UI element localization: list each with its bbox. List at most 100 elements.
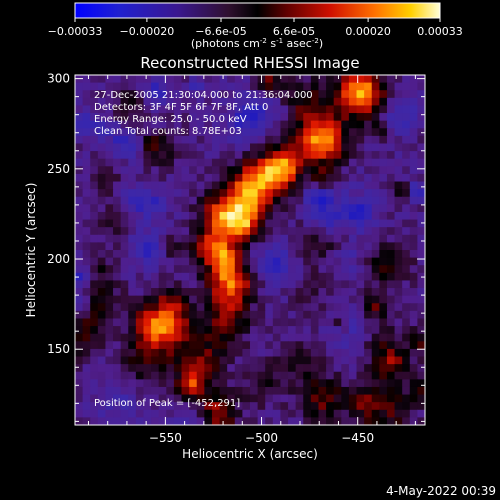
heatmap-cell (128, 242, 137, 251)
heatmap-cell (189, 402, 198, 411)
heatmap-cell (356, 272, 365, 282)
heatmap-cell (181, 364, 190, 373)
heatmap-cell (166, 409, 175, 418)
heatmap-cell (158, 143, 167, 152)
heatmap-cell (280, 265, 289, 274)
heatmap-cell (189, 386, 198, 396)
heatmap-cell (90, 90, 99, 99)
heatmap-cell (75, 242, 84, 251)
heatmap-cell (166, 379, 175, 388)
heatmap-cell (82, 371, 91, 380)
heatmap-cell (143, 173, 152, 183)
heatmap-cell (82, 341, 91, 350)
heatmap-cell (394, 280, 403, 289)
heatmap-cell (151, 303, 160, 312)
heatmap-cell (348, 394, 358, 403)
heatmap-cell (272, 379, 282, 388)
heatmap-cell (242, 189, 251, 198)
heatmap-cell (295, 158, 304, 167)
heatmap-cell (242, 257, 251, 266)
heatmap-cell (371, 97, 380, 107)
heatmap-cell (75, 295, 84, 304)
heatmap-cell (166, 166, 175, 175)
heatmap-cell (356, 326, 365, 335)
heatmap-cell (158, 135, 167, 145)
heatmap-cell (265, 341, 274, 350)
heatmap-cell (143, 211, 152, 221)
heatmap-cell (341, 402, 350, 411)
heatmap-cell (173, 326, 183, 335)
heatmap-cell (326, 348, 335, 358)
heatmap-cell (265, 135, 274, 145)
heatmap-cell (143, 257, 152, 266)
heatmap-cell (90, 135, 99, 145)
heatmap-cell (113, 371, 122, 380)
heatmap-cell (158, 113, 167, 122)
heatmap-cell (348, 97, 358, 107)
heatmap-cell (151, 151, 160, 160)
heatmap-cell (166, 120, 175, 129)
heatmap-cell (113, 143, 122, 152)
heatmap-cell (265, 356, 274, 365)
heatmap-cell (75, 280, 84, 289)
heatmap-cell (196, 242, 205, 251)
heatmap-cell (151, 227, 160, 236)
heatmap-cell (173, 257, 183, 266)
heatmap-cell (341, 409, 350, 418)
heatmap-cell (288, 211, 297, 221)
heatmap-cell (204, 417, 213, 425)
heatmap-cell (303, 272, 312, 282)
heatmap-cell (417, 318, 425, 327)
heatmap-cell (151, 280, 160, 289)
heatmap-cell (135, 143, 145, 152)
heatmap-cell (211, 82, 221, 91)
heatmap-cell (257, 402, 266, 411)
heatmap-cell (326, 211, 335, 221)
heatmap-cell (295, 82, 304, 91)
heatmap-cell (105, 158, 114, 167)
heatmap-cell (250, 181, 259, 190)
heatmap-cell (204, 158, 213, 167)
heatmap-cell (303, 211, 312, 221)
heatmap-cell (227, 417, 236, 425)
heatmap-cell (234, 288, 243, 297)
heatmap-cell (409, 295, 418, 304)
heatmap-cell (341, 348, 350, 358)
heatmap-cell (120, 356, 129, 365)
heatmap-cell (326, 189, 335, 198)
heatmap-cell (113, 120, 122, 129)
heatmap-cell (82, 394, 91, 403)
heatmap-cell (265, 280, 274, 289)
heatmap-cell (356, 318, 365, 327)
heatmap-cell (158, 158, 167, 167)
heatmap-cell (128, 402, 137, 411)
heatmap-cell (219, 120, 228, 129)
heatmap-cell (341, 128, 350, 137)
heatmap-cell (303, 90, 312, 99)
heatmap-cell (189, 326, 198, 335)
heatmap-cell (219, 402, 228, 411)
heatmap-cell (173, 409, 183, 418)
heatmap-cell (196, 135, 205, 145)
heatmap-cell (120, 333, 129, 342)
heatmap-cell (158, 227, 167, 236)
heatmap-cell (97, 204, 107, 213)
heatmap-cell (402, 189, 411, 198)
heatmap-cell (143, 341, 152, 350)
heatmap-cell (417, 310, 425, 320)
heatmap-cell (158, 120, 167, 129)
heatmap-cell (409, 143, 418, 152)
heatmap-cell (265, 386, 274, 396)
heatmap-cell (158, 409, 167, 418)
heatmap-cell (128, 166, 137, 175)
axis-ticks (75, 75, 425, 425)
heatmap-cell (105, 318, 114, 327)
heatmap-cell (394, 75, 403, 84)
heatmap-cell (219, 227, 228, 236)
heatmap-cell (227, 173, 236, 183)
heatmap-cell (333, 288, 342, 297)
heatmap-cell (402, 242, 411, 251)
heatmap-cell (394, 120, 403, 129)
heatmap-cell (394, 113, 403, 122)
heatmap-cell (417, 120, 425, 129)
